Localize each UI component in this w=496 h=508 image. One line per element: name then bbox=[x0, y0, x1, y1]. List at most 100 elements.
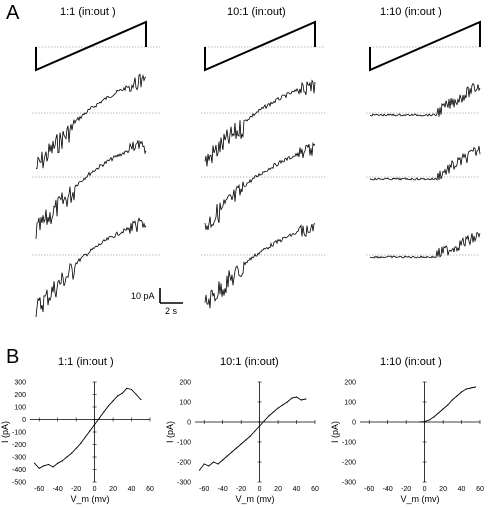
iv-point bbox=[222, 459, 224, 461]
iv-point bbox=[107, 405, 110, 407]
iv-point bbox=[231, 451, 233, 453]
iv-point bbox=[240, 443, 242, 445]
y-tick-label: -500 bbox=[12, 480, 26, 487]
x-tick-label: -60 bbox=[34, 486, 44, 493]
y-tick-label: 200 bbox=[14, 392, 26, 399]
iv-point bbox=[460, 391, 463, 393]
iv-point bbox=[437, 412, 440, 414]
y-tick-label: 0 bbox=[187, 420, 191, 427]
x-tick-label: 40 bbox=[293, 486, 301, 493]
scale-bar-time-label: 2 s bbox=[165, 306, 178, 316]
y-tick-label: -100 bbox=[177, 440, 191, 447]
y-tick-label: -200 bbox=[12, 442, 26, 449]
y-tick-label: -300 bbox=[342, 480, 356, 487]
panel-a-condition-2: 10:1 (in:out) bbox=[227, 6, 286, 18]
x-tick-label: -20 bbox=[71, 486, 81, 493]
current-traces-group bbox=[32, 73, 481, 318]
iv-point bbox=[254, 430, 256, 432]
iv-point bbox=[34, 462, 36, 464]
iv-point bbox=[259, 425, 261, 427]
iv-point bbox=[117, 395, 119, 397]
iv-point bbox=[57, 462, 59, 464]
panel-b-letter: B bbox=[6, 346, 20, 368]
iv-point bbox=[272, 411, 275, 413]
iv-point bbox=[470, 387, 472, 389]
current-trace bbox=[35, 217, 147, 318]
iv-point bbox=[291, 397, 293, 399]
x-tick-label: -20 bbox=[401, 486, 411, 493]
current-trace bbox=[204, 79, 316, 167]
y-tick-label: -200 bbox=[177, 460, 191, 467]
current-trace bbox=[369, 231, 481, 259]
iv-point bbox=[442, 408, 444, 410]
iv-series-line bbox=[34, 387, 142, 469]
panel-a-condition-3: 1:10 (in:out ) bbox=[380, 6, 442, 18]
iv-point bbox=[38, 467, 40, 469]
iv-point bbox=[199, 469, 201, 471]
iv-point bbox=[94, 423, 96, 426]
panel-b-condition-2: 10:1 (in:out) bbox=[220, 356, 279, 368]
iv-point bbox=[47, 463, 50, 466]
iv-point bbox=[212, 461, 215, 463]
iv-point bbox=[140, 398, 142, 401]
x-tick-label: 40 bbox=[128, 486, 136, 493]
iv-point bbox=[277, 407, 279, 409]
iv-point bbox=[433, 416, 435, 418]
y-tick-label: 200 bbox=[344, 380, 356, 387]
iv-point bbox=[226, 455, 228, 457]
iv-point bbox=[121, 392, 123, 394]
voltage-ramp-group bbox=[35, 20, 481, 72]
iv-point bbox=[295, 396, 298, 398]
x-axis-label: V_m (mv) bbox=[71, 494, 110, 504]
y-tick-label: 100 bbox=[14, 405, 26, 412]
x-tick-label: 0 bbox=[258, 486, 262, 493]
iv-point bbox=[203, 463, 205, 465]
iv-point bbox=[135, 393, 137, 396]
y-tick-label: 300 bbox=[14, 380, 26, 387]
y-axis-label: I (pA) bbox=[330, 421, 340, 443]
x-tick-label: 60 bbox=[311, 486, 319, 493]
current-trace bbox=[35, 140, 147, 239]
iv-point bbox=[75, 447, 77, 449]
y-tick-label: -100 bbox=[342, 440, 356, 447]
y-tick-label: -400 bbox=[12, 467, 26, 474]
x-tick-label: -40 bbox=[218, 486, 228, 493]
x-tick-label: 20 bbox=[439, 486, 447, 493]
x-tick-label: 60 bbox=[146, 486, 154, 493]
x-axis-label: V_m (mv) bbox=[236, 494, 275, 504]
panel-b-condition-1: 1:1 (in:out ) bbox=[58, 356, 114, 368]
y-tick-label: 100 bbox=[179, 400, 191, 407]
iv-point bbox=[80, 442, 82, 444]
current-trace bbox=[369, 145, 481, 181]
x-tick-label: 0 bbox=[423, 486, 427, 493]
y-tick-label: 0 bbox=[22, 417, 26, 424]
iv-point bbox=[245, 439, 247, 441]
iv-point bbox=[249, 435, 251, 437]
y-tick-label: -100 bbox=[12, 430, 26, 437]
iv-point bbox=[263, 420, 265, 422]
y-tick-label: -300 bbox=[12, 455, 26, 462]
y-tick-label: 0 bbox=[352, 420, 356, 427]
y-tick-label: 100 bbox=[344, 400, 356, 407]
iv-point bbox=[456, 395, 458, 397]
iv-point bbox=[66, 456, 68, 458]
x-tick-label: -40 bbox=[53, 486, 63, 493]
y-tick-label: -200 bbox=[342, 460, 356, 467]
iv-point bbox=[126, 387, 128, 389]
voltage-ramp bbox=[369, 20, 481, 72]
iv-point bbox=[235, 447, 238, 449]
iv-point bbox=[282, 404, 284, 406]
current-trace bbox=[204, 141, 316, 231]
y-axis-label: I (pA) bbox=[165, 421, 175, 443]
voltage-ramp bbox=[204, 20, 316, 72]
iv-point bbox=[61, 460, 63, 462]
current-trace bbox=[35, 73, 147, 170]
iv-point bbox=[103, 411, 105, 413]
scale-bar bbox=[159, 288, 183, 304]
iv-point bbox=[217, 463, 219, 465]
x-tick-label: 60 bbox=[476, 486, 484, 493]
scale-bar-current-label: 10 pA bbox=[131, 291, 155, 301]
iv-series-line bbox=[199, 396, 306, 471]
iv-point bbox=[300, 399, 302, 401]
